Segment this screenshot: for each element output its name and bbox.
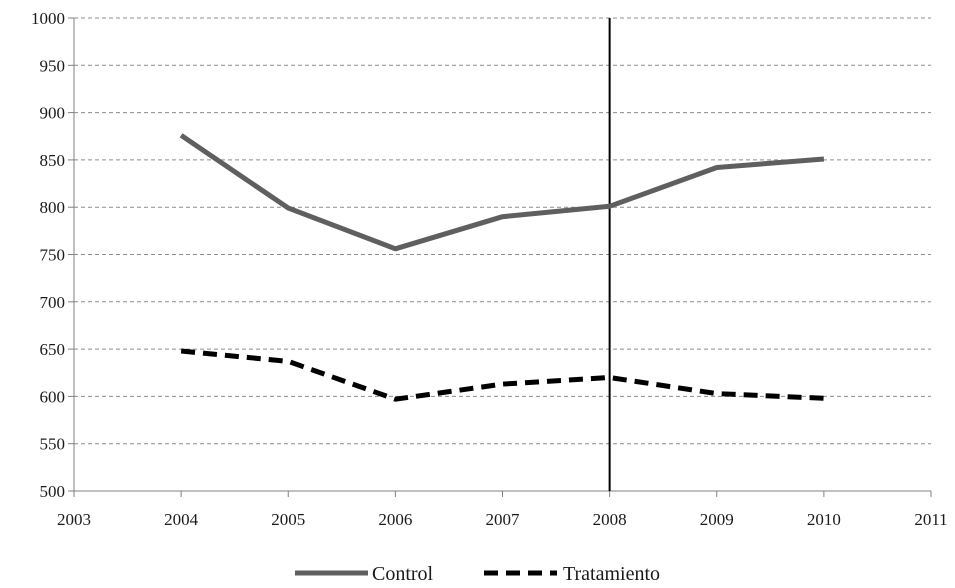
y-tick-label-750: 750 xyxy=(40,246,66,265)
y-tick-labels: 500 550 600 650 700 750 800 850 900 950 1000 xyxy=(31,9,65,501)
x-tick-label-2006: 2006 xyxy=(378,510,412,529)
y-tick-label-800: 800 xyxy=(40,198,66,217)
point-tratamiento-2006 xyxy=(393,397,398,402)
point-tratamiento-2008 xyxy=(607,375,612,380)
series-line-tratamiento xyxy=(180,348,825,402)
y-tick-label-850: 850 xyxy=(40,151,66,170)
point-tratamiento-2009 xyxy=(714,391,719,396)
x-tick-label-2004: 2004 xyxy=(164,510,199,529)
y-tick-label-550: 550 xyxy=(40,435,66,454)
x-tick-label-2007: 2007 xyxy=(486,510,521,529)
y-tick-label-900: 900 xyxy=(40,104,66,123)
y-tick-label-950: 950 xyxy=(40,56,66,75)
point-control-2010 xyxy=(821,156,826,161)
point-tratamiento-2004 xyxy=(179,348,184,353)
point-control-2007 xyxy=(500,214,505,219)
axes xyxy=(68,17,932,497)
x-tick-labels: 2003 2004 2005 2006 2007 2008 2009 2010 2011 xyxy=(57,510,948,529)
x-tick-label-2011: 2011 xyxy=(914,510,947,529)
point-control-2005 xyxy=(286,206,291,211)
x-tick-label-2009: 2009 xyxy=(700,510,734,529)
x-tick-label-2008: 2008 xyxy=(593,510,627,529)
point-control-2009 xyxy=(714,165,719,170)
y-tick-label-650: 650 xyxy=(40,340,66,359)
point-control-2008 xyxy=(607,204,612,209)
legend-label-tratamiento: Tratamiento xyxy=(563,563,660,585)
series-lines xyxy=(179,133,826,402)
legend: Control Tratamiento xyxy=(295,563,660,585)
x-tick-label-2005: 2005 xyxy=(271,510,305,529)
y-tick-label-600: 600 xyxy=(40,387,66,406)
y-tick-label-700: 700 xyxy=(40,293,66,312)
x-tick-label-2003: 2003 xyxy=(57,510,91,529)
y-tick-label-1000: 1000 xyxy=(31,9,65,28)
y-tick-label-500: 500 xyxy=(40,482,66,501)
point-tratamiento-2010 xyxy=(821,396,826,401)
series-line-control xyxy=(179,133,825,252)
x-tick-label-2010: 2010 xyxy=(807,510,841,529)
gridlines xyxy=(74,17,931,445)
legend-label-control: Control xyxy=(372,563,434,585)
point-tratamiento-2005 xyxy=(286,359,291,364)
point-tratamiento-2007 xyxy=(500,382,505,387)
point-control-2004 xyxy=(179,133,184,138)
point-control-2006 xyxy=(393,246,398,251)
